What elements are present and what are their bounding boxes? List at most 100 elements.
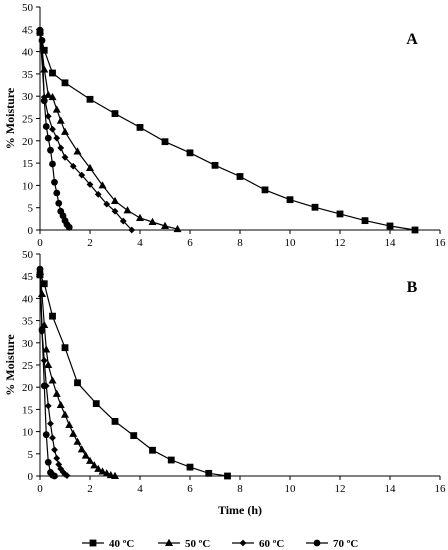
x-tick-label: 4 [137, 237, 143, 249]
data-point [52, 105, 61, 113]
legend: 40 ºC 50 ºC 60 ºC 70 ºC [82, 538, 358, 550]
data-point [47, 146, 54, 154]
data-point [173, 224, 182, 233]
data-point [311, 203, 319, 211]
data-point [86, 163, 94, 172]
data-point [61, 344, 69, 352]
data-point [38, 37, 46, 44]
data-point [136, 124, 144, 131]
y-tick-label: 30 [22, 338, 34, 350]
data-point [40, 46, 48, 54]
data-point [111, 471, 119, 479]
data-point [49, 69, 56, 77]
data-point [186, 149, 194, 157]
y-tick-label: 20 [22, 382, 34, 394]
data-point [52, 389, 61, 397]
y-tick-label: 0 [28, 471, 34, 483]
x-tick-label: 8 [237, 237, 243, 249]
data-point [44, 112, 52, 120]
data-point [98, 467, 107, 475]
data-point [42, 123, 50, 130]
x-tick-label: 6 [187, 483, 193, 495]
legend-label: 70 ºC [333, 538, 358, 550]
series-line [39, 30, 178, 230]
data-point [44, 360, 53, 368]
legend-marker [89, 539, 97, 547]
x-tick-label: 2 [87, 483, 93, 495]
series-diamond [36, 28, 136, 234]
legend-marker [165, 538, 173, 546]
y-tick-label: 25 [22, 360, 34, 372]
y-tick-label: 35 [22, 316, 34, 328]
y-tick-label: 10 [22, 427, 34, 439]
data-point [336, 210, 344, 218]
y-tick-label: 20 [22, 136, 34, 148]
y-tick-label: 25 [22, 114, 34, 126]
x-tick-label: 4 [137, 483, 143, 495]
x-tick-label: 10 [285, 237, 297, 249]
x-axis-label: Time (h) [218, 503, 262, 517]
data-point [111, 417, 119, 425]
data-point [49, 160, 56, 168]
legend-entry-0: 40 ºC [82, 538, 134, 550]
data-point [36, 265, 44, 273]
data-point [86, 95, 94, 103]
data-point [161, 221, 169, 229]
legend-entry-1: 50 ºC [158, 538, 210, 550]
data-point [51, 446, 58, 454]
panel-label: B [407, 279, 418, 296]
data-point [92, 400, 100, 408]
data-point [38, 326, 46, 333]
y-tick-label: 40 [22, 293, 34, 305]
data-point [236, 173, 244, 180]
data-point [44, 402, 52, 410]
data-point [40, 65, 49, 73]
legend-marker [239, 539, 247, 547]
data-point [167, 456, 175, 464]
data-point [73, 437, 82, 445]
data-point [65, 420, 74, 428]
legend-label: 40 ºC [109, 538, 134, 550]
data-point [136, 213, 144, 221]
y-tick-label: 40 [22, 47, 34, 59]
series-circle [36, 265, 58, 480]
data-point [103, 200, 111, 208]
legend-entry-2: 60 ºC [232, 538, 284, 550]
data-point [55, 461, 63, 468]
x-tick-label: 12 [335, 483, 346, 495]
data-point [186, 463, 194, 471]
y-tick-label: 45 [22, 271, 34, 283]
data-point [36, 26, 44, 34]
x-tick-label: 0 [37, 237, 43, 249]
data-point [61, 79, 69, 87]
data-point [386, 222, 394, 230]
y-tick-label: 35 [22, 69, 34, 81]
y-tick-label: 50 [22, 249, 34, 261]
data-point [111, 110, 119, 117]
data-point [94, 190, 102, 198]
data-point [111, 207, 119, 215]
data-point [69, 429, 78, 437]
data-point [49, 125, 56, 133]
data-point [53, 134, 61, 142]
legend-label: 50 ºC [185, 538, 210, 550]
legend-entry-3: 70 ºC [306, 538, 358, 550]
data-point [49, 312, 56, 320]
data-point [119, 217, 127, 225]
data-point [61, 153, 69, 161]
panel-label: A [406, 31, 418, 48]
x-tick-label: 12 [335, 237, 346, 249]
x-tick-label: 10 [285, 483, 297, 495]
series-square [36, 29, 419, 234]
series-line [39, 32, 416, 231]
data-point [56, 116, 65, 124]
legend-label: 60 ºC [259, 538, 284, 550]
x-tick-label: 2 [87, 237, 93, 249]
data-point [78, 171, 86, 179]
data-point [53, 189, 61, 197]
y-tick-label: 5 [28, 203, 34, 215]
y-tick-label: 50 [22, 2, 34, 14]
y-axis-label: % Moisture [3, 87, 17, 149]
y-tick-label: 5 [28, 449, 34, 461]
